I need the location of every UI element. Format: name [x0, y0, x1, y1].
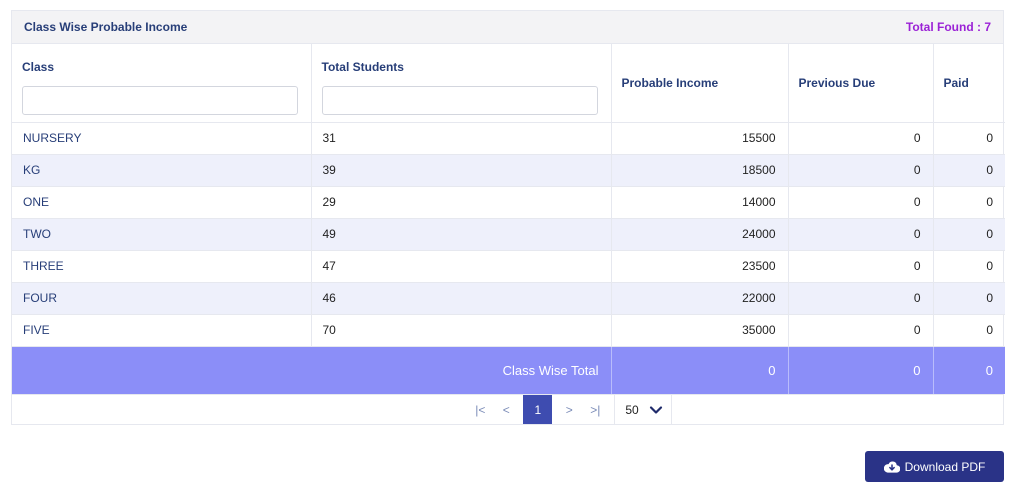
prev-page-button[interactable]: < — [502, 402, 510, 417]
panel-title: Class Wise Probable Income — [24, 20, 188, 34]
paid-cell: 0 — [933, 218, 1005, 251]
students-cell: 39 — [311, 154, 612, 187]
column-header-class: Class — [12, 44, 312, 123]
income-cell: 35000 — [611, 314, 789, 347]
panel-header: Class Wise Probable Income Total Found :… — [12, 11, 1003, 44]
chevron-down-icon — [649, 405, 662, 414]
download-pdf-button[interactable]: Download PDF — [865, 451, 1004, 482]
pagination: |< < 1 > >| 50 — [467, 394, 672, 425]
due-cell: 0 — [788, 218, 934, 251]
table-row: FOUR 46 22000 0 0 — [12, 282, 1005, 315]
total-found-count: Total Found : 7 — [905, 20, 991, 34]
pagination-bar: |< < 1 > >| 50 — [12, 394, 1003, 425]
table-row: NURSERY 31 15500 0 0 — [12, 122, 1005, 155]
total-paid-cell: 0 — [933, 346, 1005, 394]
class-cell: NURSERY — [12, 122, 312, 155]
class-cell: FOUR — [12, 282, 312, 315]
income-cell: 14000 — [611, 186, 789, 219]
table-row: KG 39 18500 0 0 — [12, 154, 1005, 187]
class-cell: THREE — [12, 250, 312, 283]
page-size-select[interactable]: 50 — [615, 395, 670, 425]
column-header-total-students: Total Students — [311, 44, 612, 123]
table-row: ONE 29 14000 0 0 — [12, 186, 1005, 219]
table-row: TWO 49 24000 0 0 — [12, 218, 1005, 251]
students-cell: 70 — [311, 314, 612, 347]
due-cell: 0 — [788, 154, 934, 187]
class-cell: TWO — [12, 218, 312, 251]
total-row-label: Class Wise Total — [12, 346, 612, 394]
income-table: Class Total Students Probable Income Pre… — [12, 44, 1005, 394]
column-header-total-students-label: Total Students — [321, 60, 404, 74]
income-cell: 18500 — [611, 154, 789, 187]
paid-cell: 0 — [933, 154, 1005, 187]
download-pdf-label: Download PDF — [904, 459, 986, 474]
last-page-button[interactable]: >| — [590, 402, 601, 417]
total-due-cell: 0 — [788, 346, 934, 394]
income-cell: 22000 — [611, 282, 789, 315]
table-header-row: Class Total Students Probable Income Pre… — [12, 44, 1005, 123]
paid-cell: 0 — [933, 282, 1005, 315]
income-cell: 24000 — [611, 218, 789, 251]
class-cell: ONE — [12, 186, 312, 219]
income-cell: 15500 — [611, 122, 789, 155]
students-cell: 31 — [311, 122, 612, 155]
paid-cell: 0 — [933, 122, 1005, 155]
due-cell: 0 — [788, 282, 934, 315]
class-wise-income-panel: Class Wise Probable Income Total Found :… — [11, 10, 1005, 425]
class-filter-input[interactable] — [22, 86, 298, 115]
class-cell: KG — [12, 154, 312, 187]
total-income-cell: 0 — [611, 346, 789, 394]
cloud-download-icon — [883, 461, 900, 473]
current-page-button[interactable]: 1 — [523, 395, 553, 424]
first-page-button[interactable]: |< — [475, 402, 486, 417]
due-cell: 0 — [788, 314, 934, 347]
students-cell: 49 — [311, 218, 612, 251]
students-cell: 29 — [311, 186, 612, 219]
paid-cell: 0 — [933, 250, 1005, 283]
table-row: FIVE 70 35000 0 0 — [12, 314, 1005, 347]
paid-cell: 0 — [933, 186, 1005, 219]
page-size-value: 50 — [625, 402, 639, 417]
pagination-divider — [670, 394, 672, 425]
due-cell: 0 — [788, 122, 934, 155]
column-header-previous-due: Previous Due — [788, 44, 934, 123]
due-cell: 0 — [788, 186, 934, 219]
students-cell: 46 — [311, 282, 612, 315]
students-cell: 47 — [311, 250, 612, 283]
due-cell: 0 — [788, 250, 934, 283]
next-page-button[interactable]: > — [565, 402, 573, 417]
pagination-divider — [614, 394, 616, 425]
column-header-class-label: Class — [22, 60, 55, 74]
paid-cell: 0 — [933, 314, 1005, 347]
column-header-paid: Paid — [933, 44, 1005, 123]
income-cell: 23500 — [611, 250, 789, 283]
total-students-filter-input[interactable] — [321, 86, 598, 115]
table-row: THREE 47 23500 0 0 — [12, 250, 1005, 283]
total-row: Class Wise Total 0 0 0 — [12, 346, 1005, 394]
column-header-probable-income: Probable Income — [611, 44, 789, 123]
class-cell: FIVE — [12, 314, 312, 347]
